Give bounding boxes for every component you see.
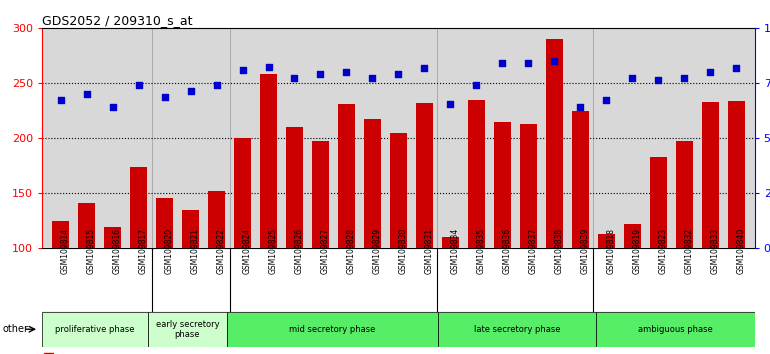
Text: GSM109824: GSM109824 bbox=[243, 228, 252, 274]
Bar bbox=[546, 39, 563, 354]
Text: GSM109840: GSM109840 bbox=[736, 228, 745, 274]
Text: mid secretory phase: mid secretory phase bbox=[290, 325, 376, 334]
Text: GSM109828: GSM109828 bbox=[346, 228, 356, 274]
Text: GSM109832: GSM109832 bbox=[685, 228, 694, 274]
Text: GSM109831: GSM109831 bbox=[424, 228, 434, 274]
Bar bbox=[572, 110, 589, 354]
Bar bbox=[286, 127, 303, 354]
Bar bbox=[338, 104, 355, 354]
Text: GSM109820: GSM109820 bbox=[165, 228, 173, 274]
Text: proliferative phase: proliferative phase bbox=[55, 325, 135, 334]
Bar bbox=[442, 237, 459, 354]
Point bbox=[340, 69, 353, 75]
Bar bbox=[208, 191, 225, 354]
Bar bbox=[78, 203, 95, 354]
Bar bbox=[676, 141, 693, 354]
Point bbox=[132, 82, 145, 88]
Point bbox=[159, 95, 171, 100]
Point bbox=[548, 58, 561, 64]
Text: early secretory
phase: early secretory phase bbox=[156, 320, 219, 339]
Point bbox=[106, 104, 119, 110]
FancyBboxPatch shape bbox=[148, 312, 227, 347]
Point bbox=[418, 65, 430, 71]
Bar bbox=[364, 119, 381, 354]
Point bbox=[314, 72, 326, 77]
Bar bbox=[156, 198, 173, 354]
Text: GSM109835: GSM109835 bbox=[477, 228, 485, 274]
Bar bbox=[494, 122, 511, 354]
Text: GSM109830: GSM109830 bbox=[399, 228, 407, 274]
Point bbox=[444, 101, 457, 107]
Text: GSM109816: GSM109816 bbox=[112, 228, 122, 274]
Text: late secretory phase: late secretory phase bbox=[474, 325, 561, 334]
Bar bbox=[624, 224, 641, 354]
Bar bbox=[260, 74, 277, 354]
Text: GSM109814: GSM109814 bbox=[61, 228, 69, 274]
Bar bbox=[182, 211, 199, 354]
Point bbox=[210, 82, 223, 88]
Text: GSM109821: GSM109821 bbox=[190, 228, 199, 274]
Point bbox=[184, 88, 196, 94]
Bar bbox=[520, 124, 537, 354]
Point bbox=[497, 61, 509, 66]
Text: GSM109836: GSM109836 bbox=[503, 228, 511, 274]
Bar bbox=[416, 103, 433, 354]
Bar bbox=[234, 138, 251, 354]
Point bbox=[236, 67, 249, 73]
Text: GSM109837: GSM109837 bbox=[528, 228, 537, 274]
Text: GSM109823: GSM109823 bbox=[658, 228, 668, 274]
Text: GSM109834: GSM109834 bbox=[450, 228, 460, 274]
Point bbox=[601, 97, 613, 102]
Text: GSM109815: GSM109815 bbox=[86, 228, 95, 274]
Text: GSM109827: GSM109827 bbox=[320, 228, 330, 274]
Text: GSM109833: GSM109833 bbox=[711, 228, 719, 274]
Text: GSM109839: GSM109839 bbox=[581, 228, 590, 274]
Point bbox=[678, 75, 691, 80]
Point bbox=[470, 82, 483, 88]
Bar bbox=[104, 227, 121, 354]
Point bbox=[393, 72, 405, 77]
Point bbox=[652, 77, 665, 83]
Bar bbox=[52, 222, 69, 354]
Text: GSM109829: GSM109829 bbox=[373, 228, 381, 274]
Point bbox=[80, 91, 92, 97]
Text: ambiguous phase: ambiguous phase bbox=[638, 325, 713, 334]
Bar bbox=[390, 132, 407, 354]
Bar bbox=[130, 167, 147, 354]
Text: GSM109818: GSM109818 bbox=[607, 228, 615, 274]
FancyBboxPatch shape bbox=[227, 312, 438, 347]
Point bbox=[55, 97, 67, 102]
FancyBboxPatch shape bbox=[42, 312, 148, 347]
Point bbox=[288, 75, 300, 80]
Text: GSM109819: GSM109819 bbox=[632, 228, 641, 274]
Text: GSM109822: GSM109822 bbox=[216, 228, 226, 274]
Text: GSM109817: GSM109817 bbox=[139, 228, 148, 274]
Text: GDS2052 / 209310_s_at: GDS2052 / 209310_s_at bbox=[42, 14, 192, 27]
Point bbox=[574, 104, 587, 110]
Bar bbox=[728, 101, 745, 354]
Point bbox=[730, 65, 742, 71]
Point bbox=[705, 69, 717, 75]
Point bbox=[626, 75, 638, 80]
Bar bbox=[598, 234, 615, 354]
Point bbox=[367, 75, 379, 80]
Text: GSM109826: GSM109826 bbox=[294, 228, 303, 274]
Text: other: other bbox=[2, 324, 28, 334]
Text: GSM109825: GSM109825 bbox=[269, 228, 277, 274]
Bar bbox=[468, 99, 485, 354]
Bar bbox=[650, 157, 667, 354]
Point bbox=[263, 64, 275, 69]
FancyBboxPatch shape bbox=[596, 312, 755, 347]
Point bbox=[522, 61, 534, 66]
Bar bbox=[312, 141, 329, 354]
Bar bbox=[702, 102, 719, 354]
Text: GSM109838: GSM109838 bbox=[554, 228, 564, 274]
FancyBboxPatch shape bbox=[438, 312, 596, 347]
Bar bbox=[44, 353, 53, 354]
